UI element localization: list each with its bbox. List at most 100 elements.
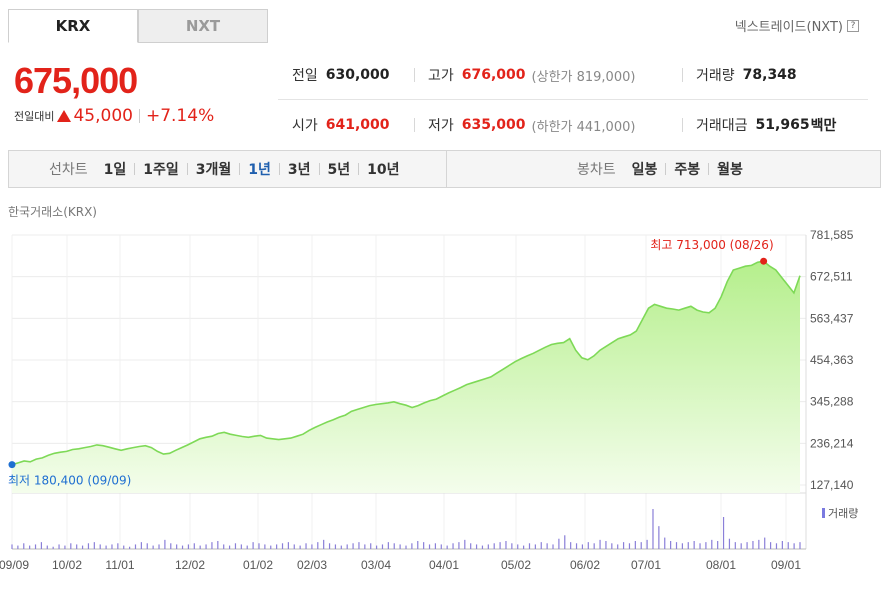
line-chart-periods: 선차트 1일 1주일 3개월 1년 3년 5년 10년 <box>9 151 447 187</box>
volume-bar <box>358 542 360 549</box>
x-tick-label: 11/01 <box>105 558 134 572</box>
volume-bar <box>158 544 160 549</box>
volume-bar <box>446 545 448 549</box>
exchange-label: 한국거래소(KRX) <box>8 205 97 219</box>
candle-weekly[interactable]: 주봉 <box>674 162 701 178</box>
volume-bar <box>381 544 384 549</box>
divider <box>358 163 360 175</box>
volume-bar <box>287 542 289 549</box>
stats-row-1: 전일 630,000 고가 676,000 (상한가 819,000) 거래량 … <box>278 50 868 100</box>
volume-bar <box>793 543 795 549</box>
volume-bar <box>593 543 595 549</box>
price-area <box>12 261 800 493</box>
volume-bar <box>264 544 266 549</box>
volume-bar <box>493 543 495 549</box>
tab-krx[interactable]: KRX <box>8 9 138 43</box>
volume-bar <box>40 542 43 549</box>
candle-daily[interactable]: 일봉 <box>631 162 658 178</box>
question-icon[interactable]: ? <box>847 19 859 32</box>
volume-bar <box>740 543 742 549</box>
stat-open: 시가 641,000 <box>292 100 390 150</box>
period-1d[interactable]: 1일 <box>103 162 127 178</box>
volume-bar <box>787 542 789 549</box>
volume-bar <box>517 544 519 549</box>
candle-monthly[interactable]: 월봉 <box>717 162 743 178</box>
volume-bar <box>652 509 654 549</box>
volume-bar <box>29 545 31 549</box>
period-3y[interactable]: 3년 <box>287 162 311 178</box>
volume-bar <box>181 545 184 549</box>
volume-bar <box>64 545 66 549</box>
volume-bar <box>499 542 501 549</box>
volume-bar <box>311 544 313 549</box>
volume-bar <box>581 544 584 549</box>
volume-bar <box>217 541 219 549</box>
period-10y[interactable]: 10년 <box>367 162 400 178</box>
period-5y[interactable]: 5년 <box>327 162 351 178</box>
divider <box>186 163 188 175</box>
market-tabs: KRX NXT <box>8 9 268 43</box>
x-tick-label: 01/02 <box>243 558 273 572</box>
volume-bar <box>617 544 619 549</box>
min-marker <box>8 461 16 469</box>
volume-bar <box>681 543 683 549</box>
volume-bar <box>199 545 201 549</box>
volume-bar <box>334 544 337 549</box>
volume-bar <box>781 541 783 549</box>
stat-value: 635,000 <box>461 117 526 133</box>
tab-nxt[interactable]: NXT <box>138 9 268 43</box>
x-tick-label: 02/03 <box>297 558 327 572</box>
volume-bar <box>722 517 725 549</box>
stat-volume: 거래량 78,348 <box>696 50 797 100</box>
volume-bar <box>564 535 566 549</box>
volume-bar <box>764 537 766 549</box>
volume-bar <box>599 539 601 549</box>
volume-bar <box>323 539 325 549</box>
x-tick-label: 05/02 <box>501 558 531 572</box>
x-tick-label: 03/04 <box>361 558 391 572</box>
volume-bar <box>634 541 636 549</box>
volume-bar <box>717 541 719 549</box>
stats-row-2: 시가 641,000 저가 635,000 (하한가 441,000) 거래대금… <box>278 100 868 150</box>
x-tick-label: 07/01 <box>631 558 661 572</box>
volume-bar <box>228 545 231 549</box>
stats-panel: 전일 630,000 고가 676,000 (상한가 819,000) 거래량 … <box>278 50 868 150</box>
volume-bar <box>117 543 119 549</box>
period-1w[interactable]: 1주일 <box>143 162 179 178</box>
volume-bar <box>328 543 331 549</box>
volume-bar <box>129 546 131 549</box>
stat-label: 고가 <box>428 68 454 84</box>
period-1y[interactable]: 1년 <box>248 162 271 178</box>
nxt-info-label: 넥스트레이드(NXT) <box>734 20 843 35</box>
volume-bar <box>434 543 437 549</box>
change-percent: +7.14% <box>145 106 215 126</box>
divider <box>134 163 136 175</box>
divider <box>665 163 667 175</box>
volume-bar <box>575 543 578 549</box>
volume-bar <box>411 543 413 549</box>
volume-bar <box>364 544 366 549</box>
volume-bar <box>405 545 407 549</box>
volume-bar <box>675 542 678 549</box>
volume-bar <box>187 544 190 549</box>
volume-bar <box>769 542 772 549</box>
stat-value: 51,965 <box>755 117 810 133</box>
volume-bar <box>752 541 754 549</box>
up-triangle-icon <box>57 110 72 122</box>
volume-bar <box>458 542 460 549</box>
volume-bar <box>234 543 237 549</box>
volume-bar <box>640 542 642 549</box>
volume-bar <box>758 539 760 549</box>
volume-bar <box>99 544 101 549</box>
y-tick-label: 672,511 <box>810 270 853 284</box>
volume-bar <box>475 544 478 549</box>
volume-bar <box>23 543 25 549</box>
period-3m[interactable]: 3개월 <box>195 162 232 178</box>
volume-bar <box>658 526 660 549</box>
divider <box>682 118 683 132</box>
volume-bar <box>252 542 254 549</box>
chart-toolbar: 선차트 1일 1주일 3개월 1년 3년 5년 10년 봉차트 일봉 주봉 월봉 <box>8 150 881 188</box>
y-tick-label: 345,288 <box>810 395 854 409</box>
volume-bar <box>340 545 342 549</box>
volume-bar <box>428 544 431 549</box>
